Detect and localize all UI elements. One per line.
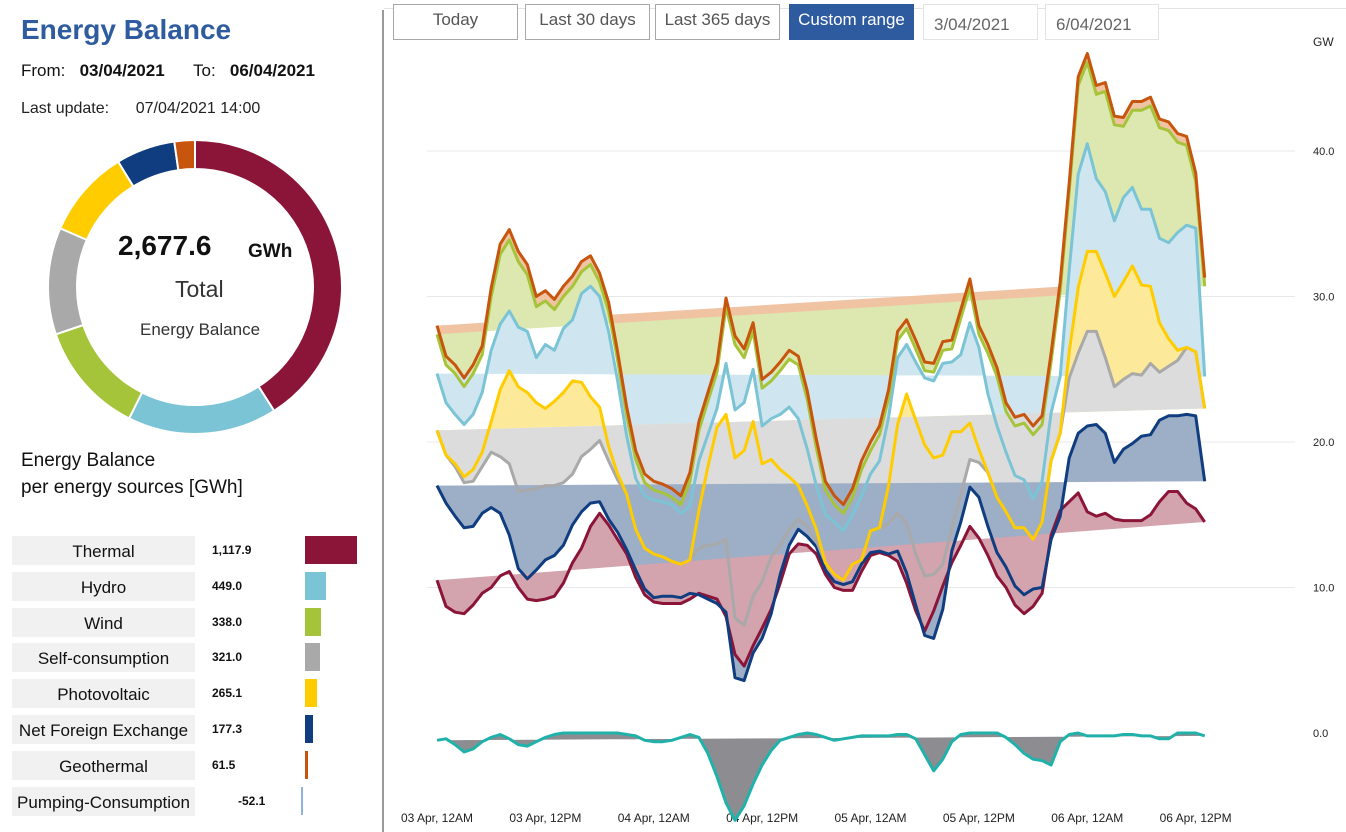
source-value: 449.0	[212, 578, 243, 593]
energy-donut-chart	[47, 138, 343, 435]
source-value: -52.1	[238, 793, 266, 808]
x-tick-label: 04 Apr, 12PM	[726, 811, 798, 825]
area-pumping-consumption	[437, 733, 1205, 821]
source-row-thermal: Thermal 1,117.9	[12, 536, 372, 565]
source-row-pumping-consumption: Pumping-Consumption -52.1	[12, 786, 372, 816]
source-bar-self-consumption	[305, 643, 320, 672]
last-30-days-button[interactable]: Last 30 days	[525, 4, 650, 40]
x-tick-label: 05 Apr, 12PM	[943, 811, 1015, 825]
date-range-summary: From: 03/04/2021 To: 06/04/2021	[21, 61, 315, 81]
source-row-geothermal: Geothermal 61.5	[12, 750, 372, 780]
source-bar-net-foreign-exchange	[305, 715, 314, 743]
sources-title: Energy Balance per energy sources [GWh]	[21, 447, 243, 501]
source-row-wind: Wind 338.0	[12, 607, 372, 637]
donut-total-label: Total	[175, 276, 224, 302]
range-end-input[interactable]: 6/04/2021	[1045, 4, 1159, 40]
area-self-consumption	[437, 331, 1205, 626]
sources-title-line2: per energy sources [GWh]	[21, 477, 243, 498]
source-value: 177.3	[212, 722, 243, 736]
y-unit-label: GW	[1313, 35, 1334, 49]
source-name: Hydro	[12, 571, 195, 601]
donut-total-value: 2,677.6	[118, 230, 212, 261]
from-label: From:	[21, 61, 66, 80]
to-value: 06/04/2021	[229, 61, 315, 80]
line-photovoltaic	[435, 249, 1207, 582]
y-tick-label: 40.0	[1313, 146, 1334, 158]
donut-slice-hydro	[127, 385, 276, 435]
last-update: Last update: 07/04/2021 14:00	[21, 100, 260, 118]
donut-sublabel: Energy Balance	[140, 320, 261, 339]
donut-slice-photovoltaic	[58, 160, 135, 242]
source-bar-thermal	[305, 536, 357, 564]
last-update-label: Last update:	[21, 100, 110, 117]
source-bar-wind	[305, 607, 321, 636]
source-name: Wind	[12, 607, 195, 637]
source-bar-geothermal	[305, 750, 308, 779]
left-panel: Energy Balance From: 03/04/2021 To: 06/0…	[0, 0, 382, 832]
y-tick-label: 30.0	[1313, 292, 1334, 304]
source-name: Thermal	[12, 536, 195, 565]
x-tick-label: 04 Apr, 12AM	[618, 811, 690, 825]
donut-slice-geothermal	[173, 138, 196, 172]
donut-slice-self-consumption	[47, 226, 89, 336]
source-row-hydro: Hydro 449.0	[12, 571, 372, 601]
line-thermal	[435, 490, 1206, 668]
source-name: Self-consumption	[12, 643, 195, 673]
source-row-net-foreign-exchange: Net Foreign Exchange 177.3	[12, 715, 372, 744]
range-start-input[interactable]: 3/04/2021	[923, 4, 1038, 40]
from-value: 03/04/2021	[79, 61, 165, 80]
source-value: 1,117.9	[212, 543, 252, 557]
line-geothermal	[435, 52, 1207, 507]
x-tick-label: 03 Apr, 12AM	[401, 811, 473, 825]
energy-balance-area-chart: 0.0 10.0 20.0 30.0 40.0 GW 03 Apr, 12AM 03 Apr,…	[401, 35, 1334, 825]
page-title: Energy Balance	[21, 14, 232, 45]
source-value: 265.1	[212, 686, 243, 701]
line-hydro	[435, 142, 1207, 533]
source-value: 321.0	[212, 650, 243, 665]
source-value: 338.0	[212, 614, 243, 629]
x-tick-label: 05 Apr, 12AM	[834, 811, 906, 825]
source-bar-hydro	[305, 571, 326, 600]
source-row-photovoltaic: Photovoltaic 265.1	[12, 679, 372, 709]
source-row-self-consumption: Self-consumption 321.0	[12, 643, 372, 673]
source-value: 61.5	[212, 757, 236, 772]
source-name: Pumping-Consumption	[12, 786, 195, 816]
panel-divider	[382, 10, 384, 832]
source-bar-photovoltaic	[305, 679, 318, 708]
y-tick-label: 20.0	[1313, 437, 1334, 449]
sources-title-line1: Energy Balance	[21, 450, 156, 471]
x-tick-label: 06 Apr, 12AM	[1051, 811, 1123, 825]
source-name: Net Foreign Exchange	[12, 715, 195, 744]
donut-slice-wind	[54, 323, 144, 420]
x-tick-label: 06 Apr, 12PM	[1160, 811, 1232, 825]
source-bar-pumping-consumption	[300, 786, 303, 815]
y-tick-label: 10.0	[1313, 583, 1334, 595]
custom-range-button[interactable]: Custom range	[789, 4, 914, 40]
to-label: To:	[193, 61, 216, 80]
last-365-days-button[interactable]: Last 365 days	[655, 4, 780, 40]
x-tick-label: 03 Apr, 12PM	[509, 811, 581, 825]
source-name: Photovoltaic	[12, 679, 195, 709]
y-tick-label: 0.0	[1313, 728, 1328, 740]
line-net-foreign-exchange	[435, 412, 1207, 683]
last-update-value: 07/04/2021 14:00	[135, 100, 261, 117]
source-name: Geothermal	[12, 750, 195, 780]
line-self-consumption	[435, 329, 1207, 627]
line-pumping-consumption	[436, 731, 1206, 822]
today-button[interactable]: Today	[393, 4, 518, 40]
donut-total-unit: GWh	[248, 241, 293, 262]
